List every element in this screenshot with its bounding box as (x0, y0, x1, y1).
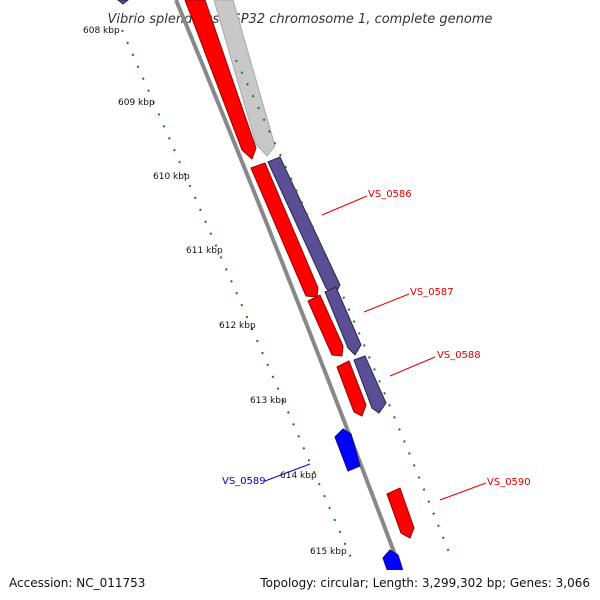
hypothetical-gene-lower (353, 355, 387, 414)
accession-text: Accession: NC_011753 (9, 576, 145, 590)
gene-label-vs-0589: VS_0589 (222, 476, 266, 487)
footer-background (0, 570, 600, 600)
gene-label-vs-0587: VS_0587 (410, 287, 454, 298)
tick-label-610: 610 kbp (153, 172, 190, 182)
tick-label-615: 615 kbp (310, 547, 347, 557)
map-title: Vibrio splendidus LGP32 chromosome 1, co… (107, 12, 492, 27)
gene-label-vs-0586: VS_0586 (368, 189, 412, 200)
genome-summary-text: Topology: circular; Length: 3,299,302 bp… (259, 576, 590, 590)
faded-feature-top (213, 0, 276, 157)
scale-ticks: 608 kbp 609 kbp 610 kbp 611 kbp 612 kbp … (83, 26, 347, 557)
leader-vs-0590 (439, 482, 487, 501)
tick-label-613: 613 kbp (250, 396, 287, 406)
tick-label-614: 614 kbp (280, 471, 317, 481)
tick-label-608: 608 kbp (83, 26, 120, 36)
leader-vs-0587 (363, 293, 410, 313)
hypothetical-gene-middle (324, 286, 362, 356)
hypothetical-gene-top-corner (117, 0, 129, 5)
tick-label-611: 611 kbp (186, 246, 223, 256)
chromosome-backbone (174, 0, 414, 600)
gene-arrow-vs-0586 (250, 162, 319, 298)
leader-vs-0589 (264, 463, 311, 482)
tick-label-612: 612 kbp (219, 321, 256, 331)
gene-label-vs-0590: VS_0590 (487, 477, 531, 488)
gene-arrow-vs-0588 (336, 360, 367, 417)
leader-vs-0586 (321, 195, 368, 216)
gene-arrow-vs-0589 (334, 428, 361, 472)
leader-vs-0588 (389, 356, 436, 377)
gene-arrow-vs-0590 (386, 487, 415, 539)
gene-arrow-upper-forward (184, 0, 257, 160)
tick-label-609: 609 kbp (118, 98, 155, 108)
gene-label-vs-0588: VS_0588 (437, 350, 481, 361)
gene-arrow-vs-0587 (307, 294, 344, 357)
